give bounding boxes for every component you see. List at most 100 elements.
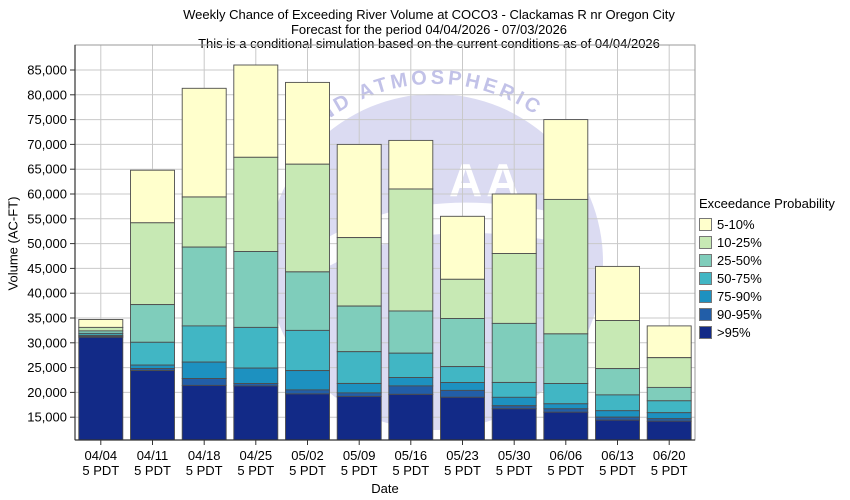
legend-item-5-10: 5-10% — [699, 217, 849, 232]
bar-segment-50-75% — [336, 351, 382, 384]
bar-segment-25-50% — [336, 305, 382, 353]
x-tick-label: 04/04 5 PDT — [82, 448, 119, 478]
x-tick-label: 05/16 5 PDT — [392, 448, 429, 478]
bar-06/06 — [543, 119, 589, 441]
bar-04/25 — [233, 64, 279, 441]
bar-segment-75-90% — [130, 364, 175, 370]
bar-segment->95% — [440, 396, 485, 441]
y-tick-label: 85,000 — [27, 63, 67, 78]
bar-segment-75-90% — [336, 383, 382, 394]
y-axis-ticks: 15,000 20,000 25,000 30,000 35,000 40,000 45,0… — [27, 63, 75, 425]
bar-segment-10-25% — [646, 357, 692, 388]
bar-segment-10-25% — [78, 326, 124, 332]
bar-segment-75-90% — [543, 403, 589, 410]
bar-segment->95% — [233, 385, 279, 441]
bar-segment-90-95% — [388, 385, 434, 395]
bar-segment-50-75% — [646, 400, 692, 414]
y-tick-label: 65,000 — [27, 162, 67, 177]
legend-swatch-icon — [699, 235, 712, 249]
bar-segment-75-90% — [285, 370, 330, 391]
bar-segment-10-25% — [336, 237, 382, 307]
bar-segment-90-95% — [181, 378, 227, 386]
bar-segment->95% — [130, 370, 175, 441]
bar-segment-5-10% — [78, 319, 124, 328]
bar-segment-75-90% — [440, 382, 485, 391]
legend-item-10-25: 10-25% — [699, 235, 849, 250]
x-tick-label: 04/25 5 PDT — [237, 448, 274, 478]
chart-title-line-2: Forecast for the period 04/04/2026 - 07/… — [290, 22, 568, 37]
bar-segment-10-25% — [130, 222, 175, 306]
legend-item-gt95: >95% — [699, 325, 849, 340]
bar-05/23 — [440, 215, 485, 441]
bar-segment-25-50% — [181, 246, 227, 327]
bar-segment-5-10% — [285, 81, 330, 165]
bar-04/11 — [130, 169, 175, 441]
bar-06/20 — [646, 325, 692, 441]
bar-segment-10-25% — [595, 320, 640, 370]
bar-segment-25-50% — [646, 386, 692, 402]
bar-segment-25-50% — [285, 271, 330, 331]
bar-segment-5-10% — [181, 87, 227, 198]
bar-05/02 — [285, 81, 330, 441]
bar-segment-10-25% — [285, 163, 330, 273]
bar-segment->95% — [595, 419, 640, 441]
bar-segment-75-90% — [233, 367, 279, 384]
bar-segment->95% — [388, 393, 434, 441]
bar-05/30 — [491, 193, 537, 441]
bars — [78, 64, 692, 441]
y-tick-label: 60,000 — [27, 187, 67, 202]
legend-item-90-95: 90-95% — [699, 307, 849, 322]
bar-segment-50-75% — [543, 383, 589, 405]
legend-item-50-75: 50-75% — [699, 271, 849, 286]
y-tick-label: 40,000 — [27, 286, 67, 301]
x-axis-ticks: 04/04 5 PDT 04/11 5 PDT 04/18 5 PDT 04/25 5 PDT… — [82, 440, 688, 478]
bar-segment-75-90% — [491, 396, 537, 407]
bar-segment-90-95% — [285, 389, 330, 395]
legend-item-25-50: 25-50% — [699, 253, 849, 268]
legend-title: Exceedance Probability — [699, 196, 835, 211]
x-tick-label: 05/02 5 PDT — [289, 448, 326, 478]
y-tick-label: 55,000 — [27, 211, 67, 226]
bar-06/13 — [595, 265, 640, 441]
bar-segment-5-10% — [646, 325, 692, 359]
legend-swatch-icon — [699, 253, 712, 267]
legend-swatch-icon — [699, 217, 712, 231]
y-tick-label: 45,000 — [27, 261, 67, 276]
bar-segment-5-10% — [543, 119, 589, 200]
bar-segment-5-10% — [440, 215, 485, 280]
legend-swatch-icon — [699, 307, 712, 321]
legend-swatch-icon — [699, 325, 712, 339]
y-tick-label: 15,000 — [27, 410, 67, 425]
x-tick-label: 06/13 5 PDT — [599, 448, 636, 478]
bar-segment-75-90% — [181, 361, 227, 379]
x-tick-label: 06/06 5 PDT — [547, 448, 584, 478]
legend-swatch-icon — [699, 289, 712, 303]
bar-segment-50-75% — [285, 329, 330, 372]
bar-segment-25-50% — [130, 304, 175, 343]
bar-segment-50-75% — [130, 341, 175, 366]
bar-segment->95% — [78, 336, 124, 441]
chart-title-line-1: Weekly Chance of Exceeding River Volume … — [183, 7, 675, 22]
bar-segment-10-25% — [543, 198, 589, 335]
chart-title-line-3: This is a conditional simulation based o… — [198, 36, 660, 51]
y-tick-label: 35,000 — [27, 311, 67, 326]
bar-segment-5-10% — [491, 193, 537, 254]
bar-segment-25-50% — [388, 310, 434, 354]
x-tick-label: 04/11 5 PDT — [134, 448, 171, 478]
bar-segment-50-75% — [181, 325, 227, 363]
x-axis-title: Date — [371, 481, 399, 496]
bar-segment-10-25% — [181, 196, 227, 248]
y-tick-label: 70,000 — [27, 137, 67, 152]
bar-segment-5-10% — [388, 139, 434, 190]
legend-item-75-90: 75-90% — [699, 289, 849, 304]
legend: Exceedance Probability 5-10% 10-25% 25-5… — [699, 196, 849, 344]
legend-swatch-icon — [699, 271, 712, 285]
bar-segment->95% — [285, 393, 330, 441]
bar-segment-10-25% — [440, 278, 485, 319]
x-tick-label: 06/20 5 PDT — [651, 448, 688, 478]
y-axis-title: Volume (AC-FT) — [5, 196, 21, 291]
bar-segment-25-50% — [491, 322, 537, 383]
bar-segment-25-50% — [233, 251, 279, 328]
bar-segment-75-90% — [646, 412, 692, 420]
